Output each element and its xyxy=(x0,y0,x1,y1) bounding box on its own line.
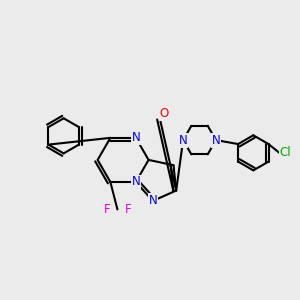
Text: N: N xyxy=(131,176,140,188)
Text: N: N xyxy=(179,134,188,147)
Text: F: F xyxy=(125,203,131,216)
Text: N: N xyxy=(131,131,140,144)
Text: F: F xyxy=(103,203,110,216)
Text: Cl: Cl xyxy=(280,146,291,159)
Text: O: O xyxy=(160,107,169,120)
Text: N: N xyxy=(148,194,157,207)
Text: N: N xyxy=(212,134,220,147)
